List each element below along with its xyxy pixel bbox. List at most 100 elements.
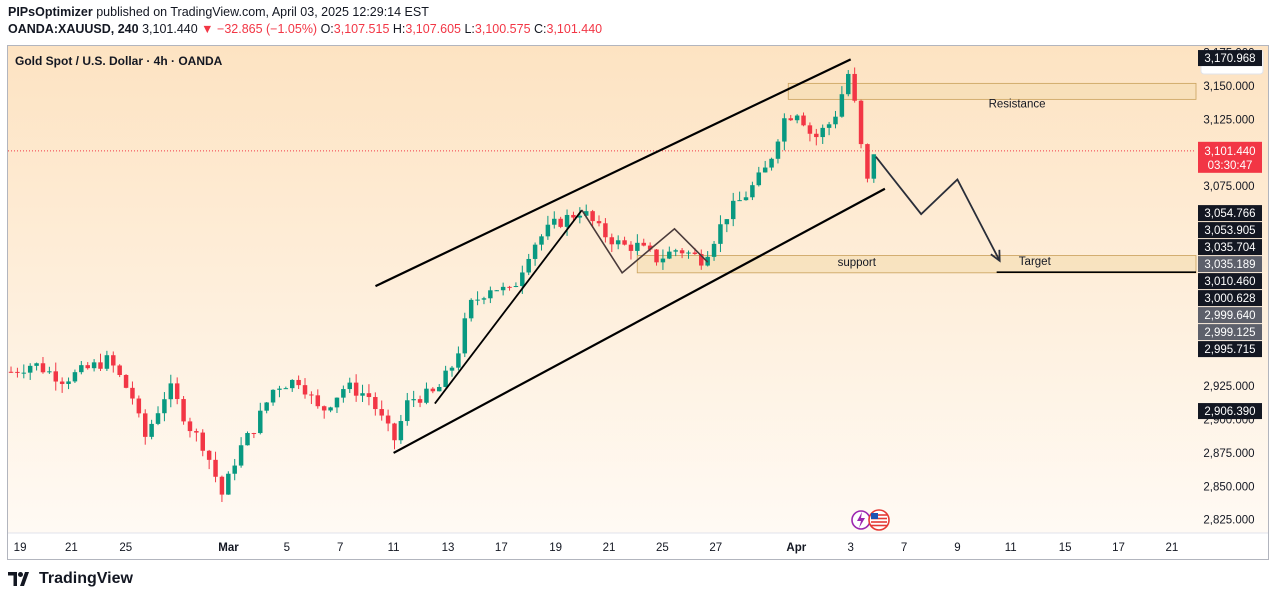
- candle: [232, 465, 237, 474]
- candle: [264, 402, 269, 411]
- candle: [762, 167, 768, 173]
- wave-line[interactable]: [581, 209, 709, 275]
- candle: [564, 214, 570, 227]
- close-value: 3,101.440: [546, 22, 603, 36]
- price-label-box: [1198, 239, 1262, 256]
- candle: [258, 410, 263, 434]
- candle: [328, 407, 333, 411]
- projection-path[interactable]: [875, 156, 1001, 262]
- candle: [206, 450, 212, 460]
- candle: [360, 393, 365, 396]
- candle: [213, 459, 218, 477]
- price-label: 2,999.125: [1204, 327, 1255, 339]
- candle: [168, 383, 174, 400]
- last-price-box: [1198, 141, 1262, 173]
- candle: [34, 363, 39, 366]
- zone-resistance: [787, 82, 1197, 100]
- candle: [341, 389, 346, 398]
- channel-upper-line[interactable]: [375, 58, 852, 288]
- open-value: 3,107.515: [333, 22, 390, 36]
- candle: [628, 244, 634, 251]
- candle: [130, 387, 135, 399]
- candle: [667, 251, 672, 259]
- last-price-label: 3,101.440: [1204, 146, 1255, 158]
- candle: [334, 397, 340, 408]
- candle: [756, 172, 762, 186]
- candle: [782, 118, 787, 142]
- price-label-box: [1198, 256, 1262, 273]
- candle: [104, 355, 110, 369]
- x-tick-label: 15: [1059, 542, 1072, 554]
- x-tick-label: 25: [119, 542, 132, 554]
- x-tick-label: 21: [1165, 542, 1178, 554]
- candle: [302, 385, 308, 395]
- price-change: ▼ −32.865 (−1.05%): [201, 22, 318, 36]
- symbol-name[interactable]: OANDA:XAUUSD, 240: [8, 22, 139, 36]
- candle: [72, 372, 78, 382]
- candle: [315, 395, 321, 407]
- candle: [219, 476, 225, 495]
- price-label: 2,995.715: [1204, 344, 1255, 356]
- candle: [545, 224, 551, 237]
- candle: [8, 371, 14, 373]
- candle: [807, 125, 813, 134]
- footer-brand[interactable]: TradingView: [8, 570, 133, 588]
- candle: [47, 371, 52, 373]
- candle: [558, 218, 563, 227]
- candle: [40, 363, 46, 373]
- candle: [289, 379, 295, 389]
- candle: [641, 242, 646, 246]
- tradingview-logo-icon: [8, 572, 29, 586]
- candle: [373, 397, 378, 410]
- footer-brand-label: TradingView: [39, 570, 133, 587]
- close-label: C:: [534, 22, 547, 36]
- candle: [347, 382, 352, 390]
- candle: [430, 388, 436, 392]
- x-tick-label: 19: [14, 542, 27, 554]
- price-label: 3,035.189: [1204, 259, 1255, 271]
- candle: [539, 236, 544, 245]
- candle: [820, 127, 825, 138]
- candle: [839, 94, 845, 117]
- price-label: 3,000.628: [1204, 293, 1255, 305]
- wave-line[interactable]: [434, 209, 583, 405]
- candle: [449, 367, 455, 371]
- candle: [590, 211, 595, 222]
- candle: [111, 355, 116, 366]
- candle: [794, 115, 800, 121]
- candle: [200, 432, 205, 451]
- candle: [814, 133, 819, 138]
- candle: [456, 353, 461, 368]
- candle: [270, 389, 276, 403]
- candle: [379, 409, 384, 416]
- price-label: 3,053.905: [1204, 225, 1255, 237]
- candle: [635, 242, 640, 251]
- price-label-box: [1198, 273, 1262, 290]
- publish-info: PIPsOptimizer published on TradingView.c…: [8, 5, 429, 19]
- price-label: 3,035.704: [1204, 242, 1256, 254]
- candle: [769, 158, 774, 168]
- channel-lower-line[interactable]: [393, 187, 886, 454]
- open-label: O:: [320, 22, 334, 36]
- candle: [462, 318, 468, 354]
- candle: [846, 73, 851, 95]
- publisher-name[interactable]: PIPsOptimizer: [8, 5, 93, 19]
- x-tick-label: 17: [495, 542, 508, 554]
- candle: [788, 118, 793, 121]
- x-tick-label: 5: [284, 542, 290, 554]
- x-tick-label: Apr: [786, 542, 806, 554]
- x-tick-label: 9: [954, 542, 960, 554]
- candle: [532, 244, 538, 259]
- candle: [321, 406, 327, 411]
- candle: [21, 372, 27, 374]
- y-tick-label: 2,875.000: [1203, 448, 1254, 460]
- x-tick-label: 21: [603, 542, 616, 554]
- candle: [353, 382, 359, 396]
- price-label-box: [1198, 324, 1262, 341]
- high-label: H:: [392, 22, 406, 36]
- candle: [155, 413, 161, 424]
- candle: [85, 365, 90, 369]
- candle: [858, 100, 864, 145]
- candle: [194, 431, 199, 433]
